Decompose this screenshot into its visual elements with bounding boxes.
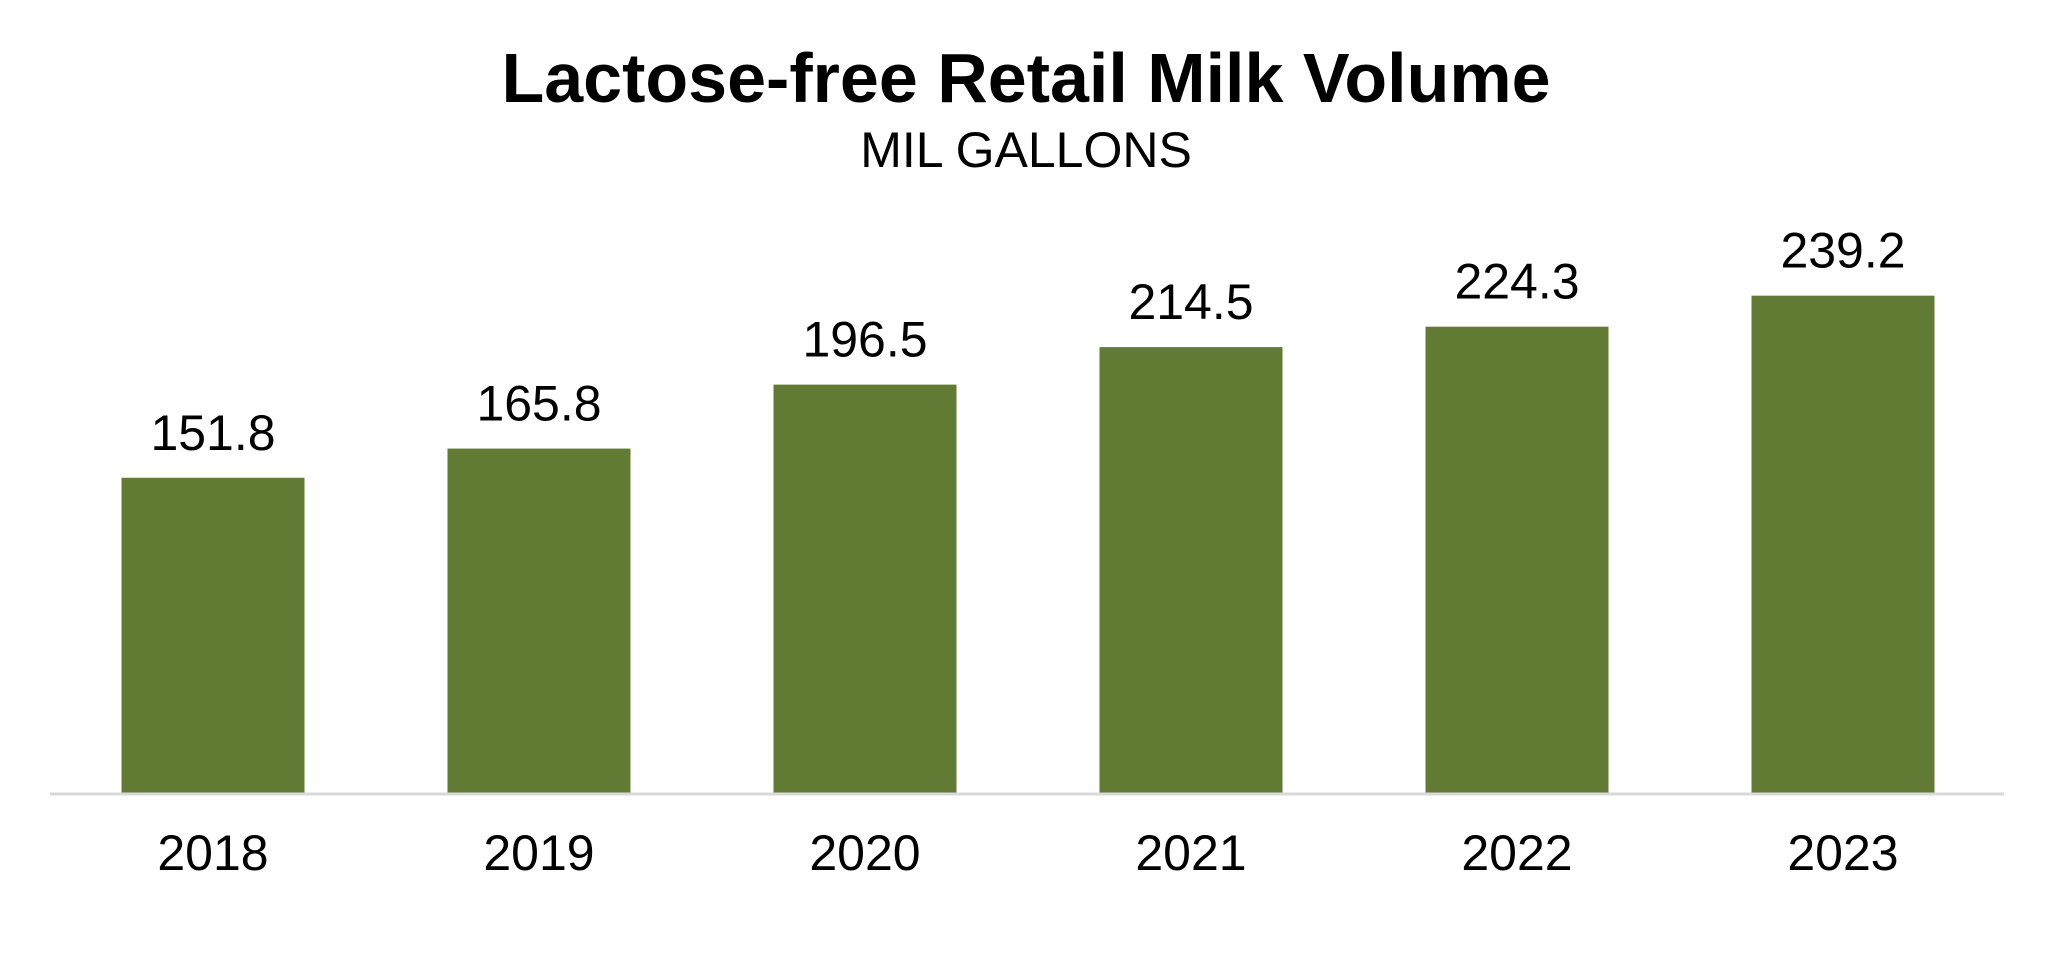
bar-2020	[773, 384, 957, 794]
x-tick-label-2019: 2019	[483, 825, 594, 881]
chart-subtitle: MIL GALLONS	[860, 122, 1192, 178]
data-label-2018: 151.8	[150, 405, 275, 461]
data-label-2019: 165.8	[476, 376, 601, 432]
x-tick-labels-group: 2018 2019 2020 2021 2022 2023	[157, 825, 1898, 881]
bar-2022	[1425, 326, 1609, 794]
x-tick-label-2021: 2021	[1135, 825, 1246, 881]
bar-2019	[447, 448, 631, 794]
x-tick-label-2020: 2020	[809, 825, 920, 881]
x-tick-label-2022: 2022	[1461, 825, 1572, 881]
bars-group	[121, 295, 1935, 794]
data-label-2021: 214.5	[1128, 274, 1253, 330]
chart-title: Lactose-free Retail Milk Volume	[501, 39, 1551, 117]
x-tick-label-2018: 2018	[157, 825, 268, 881]
bar-2023	[1751, 295, 1935, 794]
value-labels-group: 151.8 165.8 196.5 214.5 224.3 239.2	[150, 223, 1905, 461]
bar-2018	[121, 477, 305, 794]
data-label-2020: 196.5	[802, 312, 927, 368]
data-label-2022: 224.3	[1454, 254, 1579, 310]
x-tick-label-2023: 2023	[1787, 825, 1898, 881]
data-label-2023: 239.2	[1780, 223, 1905, 279]
bar-2021	[1099, 347, 1283, 794]
